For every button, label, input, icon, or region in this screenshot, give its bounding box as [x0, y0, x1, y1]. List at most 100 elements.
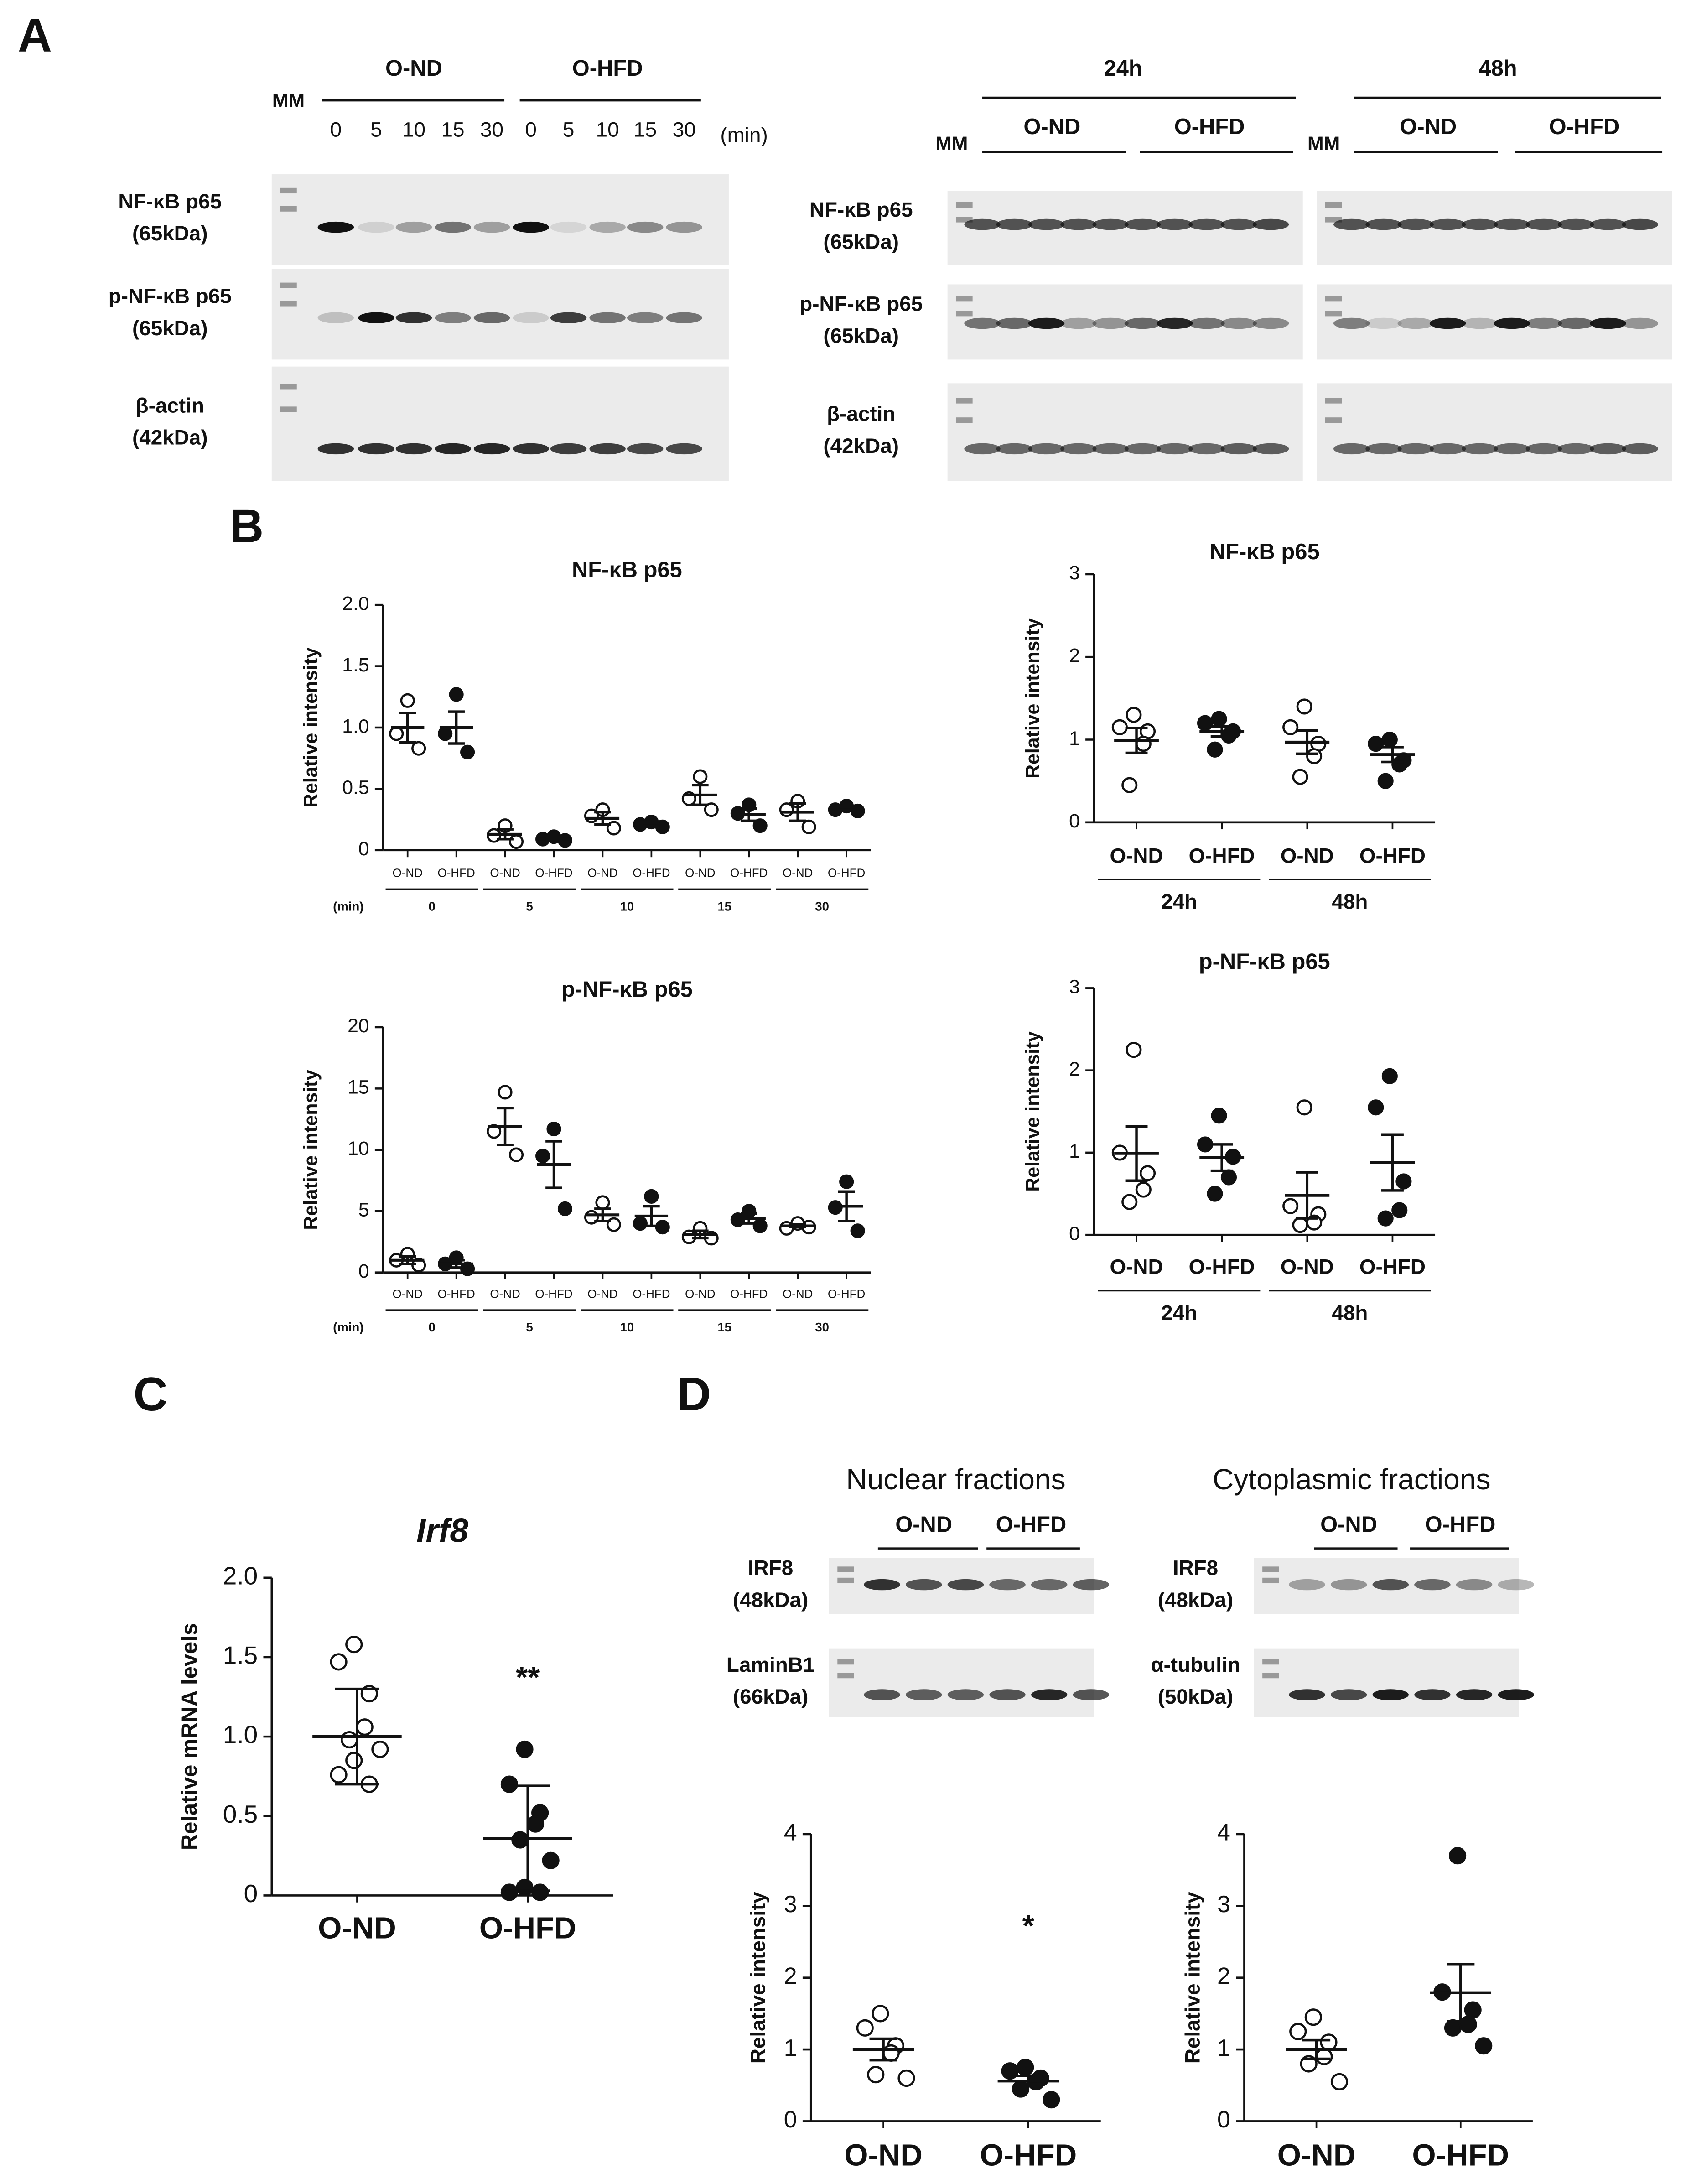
x-tick-label: O-HFD: [828, 1287, 865, 1300]
x-tick-label: O-HFD: [730, 866, 768, 880]
data-point: [752, 818, 768, 833]
data-point: [511, 1831, 529, 1849]
data-point: [535, 1149, 550, 1164]
group-label: O-ND: [385, 56, 442, 81]
data-point: [389, 726, 404, 741]
data-point: [508, 834, 524, 849]
data-point: [1296, 1099, 1312, 1116]
data-point: [449, 687, 464, 702]
group-label: 10: [620, 1320, 634, 1334]
x-tick-label: O-HFD: [828, 866, 865, 880]
y-tick-label: 2: [784, 1963, 797, 1989]
lane-label: 0: [525, 118, 537, 141]
data-point: [752, 1218, 768, 1233]
band: [435, 443, 471, 455]
y-tick-label: 15: [348, 1076, 369, 1098]
chart-title: Irf8: [416, 1512, 468, 1549]
y-tick-label: 0: [1069, 810, 1080, 832]
y-tick-label: 0.5: [223, 1800, 258, 1828]
data-point: [557, 1201, 572, 1216]
data-point: [1012, 2080, 1030, 2098]
data-point: [1368, 735, 1384, 752]
y-tick-label: 2: [1069, 1058, 1080, 1080]
band: [1220, 218, 1257, 230]
data-point: [1475, 2037, 1493, 2055]
ladder-band: [280, 406, 297, 412]
band: [1188, 218, 1225, 230]
lane-label: 5: [563, 118, 574, 141]
band: [1028, 317, 1065, 329]
ladder-band: [1325, 202, 1342, 208]
band: [1397, 218, 1434, 230]
data-point: [850, 1223, 865, 1238]
x-tick-label: O-HFD: [535, 1287, 572, 1300]
blot-membrane: [1317, 383, 1672, 481]
band: [1372, 1579, 1409, 1591]
x-tick-label: O-ND: [1110, 844, 1163, 867]
blot-membrane: [829, 1648, 1094, 1717]
chart-title: p-NF-κB p65: [1199, 949, 1330, 974]
band: [1372, 1689, 1409, 1700]
band: [1365, 443, 1402, 455]
x-tick-label: O-ND: [1277, 2138, 1356, 2173]
band: [1590, 443, 1626, 455]
x-tick-label: O-HFD: [730, 1287, 768, 1300]
blot-membrane: [947, 383, 1303, 481]
data-point: [1126, 707, 1142, 723]
band: [1557, 218, 1594, 230]
band: [1462, 443, 1498, 455]
group-label: O-HFD: [996, 1513, 1067, 1537]
row-label: (65kDa): [823, 324, 899, 348]
x-tick-label: O-ND: [1281, 844, 1334, 867]
data-point: [1282, 719, 1299, 735]
band: [473, 443, 510, 455]
x-tick-label: O-ND: [490, 1287, 520, 1300]
band: [1494, 317, 1530, 329]
panel-label: B: [229, 500, 264, 553]
band: [1429, 443, 1466, 455]
band: [1156, 317, 1193, 329]
group-label: O-ND: [1023, 114, 1080, 139]
data-point: [1135, 735, 1152, 752]
band: [1252, 443, 1289, 455]
band: [666, 443, 702, 455]
group-label: O-HFD: [1174, 114, 1245, 139]
data-point: [1139, 1165, 1156, 1181]
data-point: [330, 1766, 348, 1784]
band: [550, 312, 587, 323]
data-point: [1211, 1108, 1227, 1124]
y-tick-label: 0: [784, 2106, 797, 2133]
band: [627, 221, 664, 233]
x-tick-label: O-ND: [685, 1287, 715, 1300]
band: [864, 1689, 900, 1700]
data-point: [779, 802, 794, 817]
lane-label: 0: [330, 118, 342, 141]
data-point: [867, 2066, 885, 2084]
row-label: p-NF-κB p65: [799, 292, 923, 315]
band: [435, 312, 471, 323]
data-point: [516, 1740, 534, 1758]
data-point: [498, 1085, 513, 1100]
band: [1073, 1689, 1110, 1700]
data-point: [1121, 777, 1138, 793]
row-label: β-actin: [136, 394, 204, 417]
x-tick-label: O-ND: [783, 866, 813, 880]
significance: *: [1022, 1909, 1035, 1943]
ladder-band: [837, 1566, 854, 1572]
fraction-title: Cytoplasmic fractions: [1213, 1463, 1491, 1496]
band: [1498, 1689, 1534, 1700]
blot-membrane: [271, 174, 729, 265]
data-point: [1111, 719, 1128, 735]
band: [589, 443, 626, 455]
x-tick-label: O-ND: [318, 1911, 396, 1945]
y-tick-label: 2: [1217, 1963, 1230, 1989]
band: [1073, 1579, 1110, 1591]
band: [1220, 443, 1257, 455]
chart-title: p-NF-κB p65: [561, 977, 693, 1002]
data-point: [872, 2005, 889, 2023]
data-point: [500, 1883, 518, 1901]
x-tick-label: O-ND: [587, 866, 617, 880]
band: [589, 312, 626, 323]
band: [317, 312, 354, 323]
data-point: [1395, 1173, 1412, 1190]
